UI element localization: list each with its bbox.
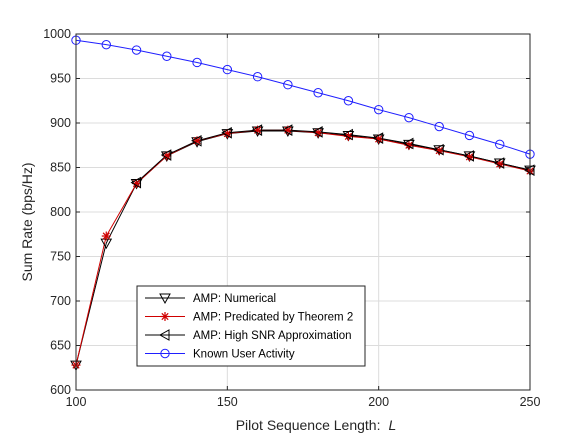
marker-triangle-left bbox=[221, 126, 232, 139]
x-tick-label: 250 bbox=[520, 395, 541, 409]
y-tick-label: 650 bbox=[50, 339, 71, 353]
marker-asterisk-stroke bbox=[435, 146, 443, 155]
marker-circle bbox=[373, 104, 384, 115]
y-tick-label: 950 bbox=[50, 72, 71, 86]
x-axis-label-variable: L bbox=[388, 417, 396, 433]
marker-triangle-down bbox=[159, 293, 171, 305]
marker-circle bbox=[343, 96, 354, 106]
y-tick-label: 700 bbox=[50, 294, 71, 308]
y-tick-label: 750 bbox=[50, 250, 71, 264]
marker-triangle-left bbox=[342, 128, 353, 141]
marker-asterisk-stroke bbox=[314, 129, 322, 137]
x-axis-label: Pilot Sequence Length: L bbox=[236, 417, 397, 433]
x-axis-label-text: Pilot Sequence Length: bbox=[236, 417, 381, 433]
marker-circle bbox=[464, 130, 475, 141]
marker-triangle-left bbox=[251, 124, 263, 136]
marker-asterisk-stroke bbox=[375, 135, 383, 143]
marker-asterisk-stroke bbox=[132, 179, 141, 188]
marker-triangle-left bbox=[312, 126, 323, 138]
marker-circle bbox=[495, 139, 505, 150]
y-tick-label: 800 bbox=[50, 205, 71, 219]
marker-asterisk-stroke bbox=[465, 153, 474, 161]
y-tick-label: 850 bbox=[50, 161, 71, 175]
y-tick-label: 600 bbox=[50, 383, 71, 397]
marker-circle bbox=[101, 39, 111, 50]
legend-label-2: AMP: High SNR Approximation bbox=[193, 330, 352, 342]
marker-asterisk-stroke bbox=[344, 132, 353, 140]
legend-label-1: AMP: Predicated by Theorem 2 bbox=[193, 312, 353, 324]
legend: AMP: Numerical AMP: Predicated by Theorem… bbox=[136, 285, 366, 367]
legend-label-3: Known User Activity bbox=[193, 349, 295, 361]
marker-triangle-left bbox=[158, 329, 170, 341]
x-tick-label: 200 bbox=[368, 395, 389, 409]
marker-triangle-left bbox=[160, 149, 172, 161]
marker-asterisk bbox=[222, 129, 232, 139]
y-tick-label: 1000 bbox=[43, 27, 71, 41]
marker-triangle-left bbox=[463, 150, 474, 162]
marker-circle bbox=[162, 51, 172, 61]
y-axis-label: Sum Rate (bps/Hz) bbox=[19, 162, 35, 281]
marker-asterisk bbox=[101, 231, 111, 241]
marker-circle bbox=[283, 80, 293, 90]
legend-label-0: AMP: Numerical bbox=[193, 293, 276, 305]
marker-circle bbox=[252, 72, 263, 82]
marker-asterisk bbox=[160, 312, 170, 321]
series-lines bbox=[75, 39, 531, 366]
marker-triangle-left bbox=[372, 132, 384, 144]
series-markers bbox=[70, 35, 536, 372]
marker-asterisk-stroke bbox=[496, 160, 504, 168]
marker-triangle-left bbox=[281, 124, 293, 136]
axis-ticks: 100 150 200 250 600 650 700 750 800 850 900 950 1000 bbox=[43, 27, 540, 409]
marker-circle bbox=[313, 88, 323, 98]
marker-triangle-left bbox=[493, 157, 505, 169]
marker-circle bbox=[131, 45, 142, 55]
marker-triangle-left bbox=[402, 137, 414, 150]
marker-asterisk-stroke bbox=[223, 130, 231, 138]
legend-box bbox=[136, 285, 366, 367]
marker-triangle-left bbox=[433, 143, 444, 156]
y-tick-label: 900 bbox=[50, 116, 71, 130]
marker-triangle-left bbox=[191, 134, 202, 147]
marker-asterisk-stroke bbox=[102, 232, 110, 240]
marker-triangle-left bbox=[130, 176, 142, 189]
marker-circle bbox=[222, 64, 233, 75]
marker-asterisk-stroke bbox=[405, 141, 413, 149]
marker-circle bbox=[192, 57, 202, 68]
series-line-2 bbox=[136, 129, 531, 183]
x-tick-label: 150 bbox=[217, 395, 238, 409]
x-tick-label: 100 bbox=[66, 395, 87, 409]
marker-circle bbox=[404, 112, 414, 123]
marker-asterisk-stroke bbox=[161, 312, 169, 321]
series-line-3 bbox=[75, 39, 531, 155]
marker-circle bbox=[434, 121, 444, 132]
marker-asterisk-stroke bbox=[163, 152, 171, 160]
marker-circle bbox=[160, 348, 170, 359]
